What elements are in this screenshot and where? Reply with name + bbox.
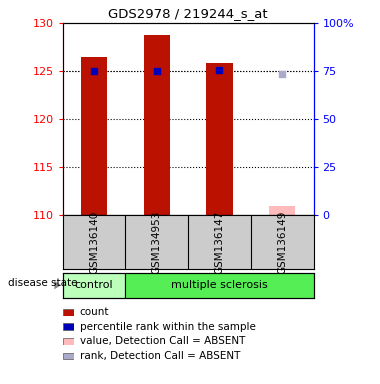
Text: control: control <box>75 280 113 290</box>
Text: percentile rank within the sample: percentile rank within the sample <box>80 322 256 332</box>
Point <box>279 71 285 77</box>
Text: GSM134953: GSM134953 <box>152 210 162 274</box>
Bar <box>125 273 314 298</box>
Text: value, Detection Call = ABSENT: value, Detection Call = ABSENT <box>80 336 245 346</box>
Bar <box>81 56 107 215</box>
Point <box>91 68 97 74</box>
Text: disease state: disease state <box>8 278 77 288</box>
Text: count: count <box>80 307 109 317</box>
Point <box>217 67 223 73</box>
Text: GSM136149: GSM136149 <box>277 210 287 274</box>
Point <box>154 68 160 74</box>
Bar <box>269 206 295 215</box>
Text: multiple sclerosis: multiple sclerosis <box>171 280 268 290</box>
Text: GSM136140: GSM136140 <box>89 210 99 273</box>
Bar <box>206 63 233 215</box>
Text: rank, Detection Call = ABSENT: rank, Detection Call = ABSENT <box>80 351 240 361</box>
Text: GSM136147: GSM136147 <box>214 210 225 274</box>
Bar <box>144 35 170 215</box>
Bar <box>63 273 125 298</box>
Title: GDS2978 / 219244_s_at: GDS2978 / 219244_s_at <box>108 7 268 20</box>
